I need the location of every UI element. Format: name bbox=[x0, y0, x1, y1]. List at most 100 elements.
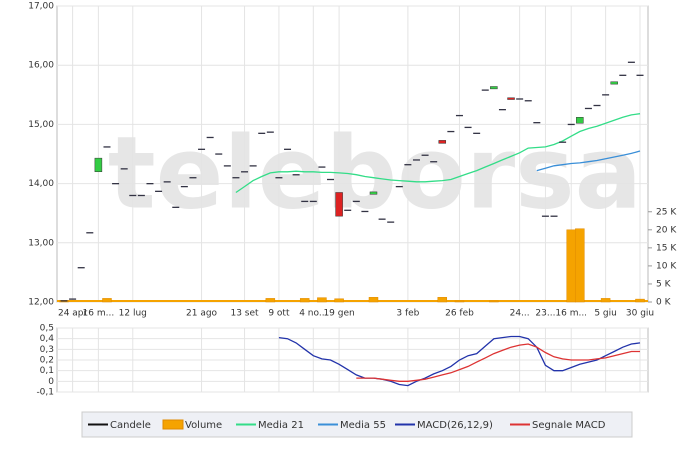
candle bbox=[421, 154, 429, 156]
candle bbox=[576, 117, 584, 124]
candle bbox=[309, 200, 317, 203]
volume-bar bbox=[368, 297, 379, 303]
y-tick-label: 0,5 bbox=[40, 324, 54, 334]
candle bbox=[215, 153, 223, 155]
candle bbox=[60, 300, 68, 302]
candle bbox=[112, 183, 120, 185]
candle bbox=[129, 194, 137, 197]
candle bbox=[447, 130, 455, 133]
candle bbox=[490, 86, 498, 90]
y-tick-label: 12,00 bbox=[28, 298, 54, 308]
y-tick-label: 16,00 bbox=[28, 61, 54, 71]
y-tick-label: 0,1 bbox=[40, 366, 54, 376]
candle bbox=[146, 183, 154, 185]
candle bbox=[567, 123, 575, 126]
candle bbox=[387, 221, 395, 223]
candle bbox=[533, 122, 541, 124]
candle bbox=[172, 206, 180, 208]
volume-bar bbox=[635, 298, 645, 303]
candle bbox=[232, 177, 240, 179]
candle bbox=[550, 215, 558, 217]
candle bbox=[301, 200, 309, 203]
line-series bbox=[536, 150, 641, 172]
candle bbox=[189, 177, 197, 179]
candle bbox=[335, 192, 343, 217]
candle bbox=[378, 218, 386, 220]
y-tick-label: 13,00 bbox=[28, 238, 54, 248]
y2-tick-label: 20 K bbox=[656, 225, 677, 235]
candle bbox=[94, 157, 103, 173]
candle bbox=[541, 215, 549, 217]
y2-tick-label: 15 K bbox=[656, 243, 677, 253]
candle bbox=[498, 109, 506, 111]
x-tick-label: 9 ott bbox=[268, 309, 290, 319]
x-tick-label: 23... bbox=[535, 309, 555, 319]
volume-bar bbox=[566, 229, 576, 303]
x-tick-label: 24... bbox=[510, 309, 530, 319]
candle bbox=[464, 126, 472, 129]
volume-bar bbox=[600, 298, 611, 303]
volume-bar bbox=[454, 300, 465, 303]
x-tick-label: 16 m... bbox=[83, 309, 115, 319]
candle bbox=[266, 131, 274, 133]
candle bbox=[584, 107, 592, 110]
candle bbox=[619, 74, 627, 76]
x-tick-label: 12 lug bbox=[119, 309, 147, 319]
x-tick-label: 21 ago bbox=[186, 309, 218, 319]
x-tick-label: 3 feb bbox=[396, 309, 419, 319]
legend-label: Media 55 bbox=[340, 420, 386, 431]
x-tick-label: 5 giu bbox=[594, 309, 617, 319]
volume-bar bbox=[265, 298, 276, 303]
candle bbox=[369, 191, 378, 195]
legend-label: Segnale MACD bbox=[532, 420, 606, 431]
candle bbox=[473, 132, 481, 134]
candle bbox=[430, 161, 438, 163]
volume-bar bbox=[489, 300, 499, 303]
y-tick-label: 0 bbox=[48, 377, 54, 387]
volume-bar bbox=[575, 228, 585, 303]
candle bbox=[455, 114, 463, 117]
line-series bbox=[278, 335, 641, 387]
candle bbox=[137, 194, 145, 197]
candle bbox=[559, 141, 567, 143]
candle bbox=[610, 81, 618, 85]
candle bbox=[327, 178, 335, 181]
candle bbox=[438, 140, 447, 144]
y2-tick-label: 0 K bbox=[656, 298, 672, 308]
candle bbox=[627, 61, 635, 63]
y2-tick-label: 5 K bbox=[656, 279, 672, 289]
candle bbox=[163, 181, 171, 183]
y-tick-label: 0,3 bbox=[40, 345, 54, 355]
candle bbox=[318, 166, 326, 168]
legend-label: MACD(26,12,9) bbox=[417, 420, 493, 431]
legend-swatch bbox=[162, 419, 184, 430]
candle bbox=[69, 298, 77, 300]
watermark: teleborsa bbox=[108, 114, 642, 231]
candle bbox=[258, 132, 266, 134]
candle bbox=[155, 190, 163, 192]
y-tick-label: 17,00 bbox=[28, 2, 54, 12]
candle bbox=[86, 232, 94, 234]
x-tick-label: 13 set bbox=[230, 309, 259, 319]
line-series bbox=[235, 113, 641, 194]
candle bbox=[223, 165, 231, 167]
candle bbox=[206, 136, 214, 139]
x-tick-label: 30 giu bbox=[626, 309, 654, 319]
x-tick-label: 24 apr bbox=[58, 309, 88, 319]
candle bbox=[602, 94, 610, 96]
y-tick-label: 0,4 bbox=[40, 334, 55, 344]
y-tick-label: 15,00 bbox=[28, 120, 54, 130]
legend-label: Volume bbox=[185, 420, 222, 431]
x-tick-label: 16 m... bbox=[555, 309, 587, 319]
candle bbox=[249, 165, 257, 167]
candle bbox=[516, 98, 524, 100]
candle bbox=[198, 148, 206, 150]
candle bbox=[77, 267, 85, 269]
x-tick-label: 26 feb bbox=[445, 309, 474, 319]
candle bbox=[284, 148, 292, 150]
candle bbox=[241, 171, 249, 173]
candle bbox=[292, 174, 300, 176]
candle bbox=[103, 146, 111, 148]
candle bbox=[352, 200, 360, 203]
